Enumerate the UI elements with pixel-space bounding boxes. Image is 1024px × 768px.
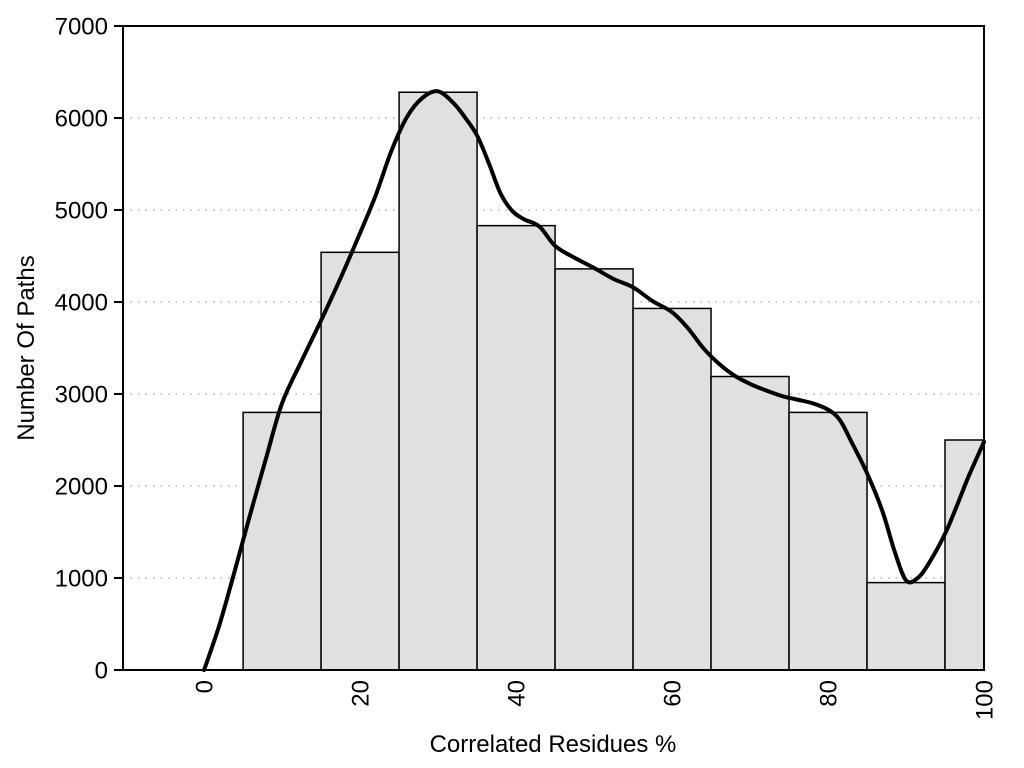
x-tick-label: 40 [503,680,530,707]
histogram-bar [710,375,790,671]
y-tick-label: 2000 [55,473,108,500]
histogram-bar [320,251,400,671]
histogram-bar [866,581,946,671]
y-axis-title: Number Of Paths [13,255,40,441]
histogram-bar [632,307,712,671]
histogram-bar [788,411,868,671]
plot-frame [122,25,985,671]
histogram-bar [944,439,985,671]
x-tick-label: 60 [659,680,686,707]
x-tick-label: 20 [347,680,374,707]
histogram-bar [476,224,556,671]
x-axis-title: Correlated Residues % [429,731,677,758]
y-tick-label: 4000 [55,289,108,316]
trend-curve [202,89,986,672]
y-tick-label: 5000 [55,197,108,224]
y-tick-label: 1000 [55,565,108,592]
histogram-bar [398,91,478,671]
y-tick-label: 3000 [55,381,108,408]
y-tick-label: 6000 [55,105,108,132]
histogram-bar [554,268,634,671]
histogram-bar [242,411,322,671]
x-tick-label: 100 [971,680,998,720]
y-tick-label: 0 [95,657,108,684]
x-tick-label: 0 [192,680,219,693]
x-tick-label: 80 [815,680,842,707]
y-tick-label: 7000 [55,13,108,40]
